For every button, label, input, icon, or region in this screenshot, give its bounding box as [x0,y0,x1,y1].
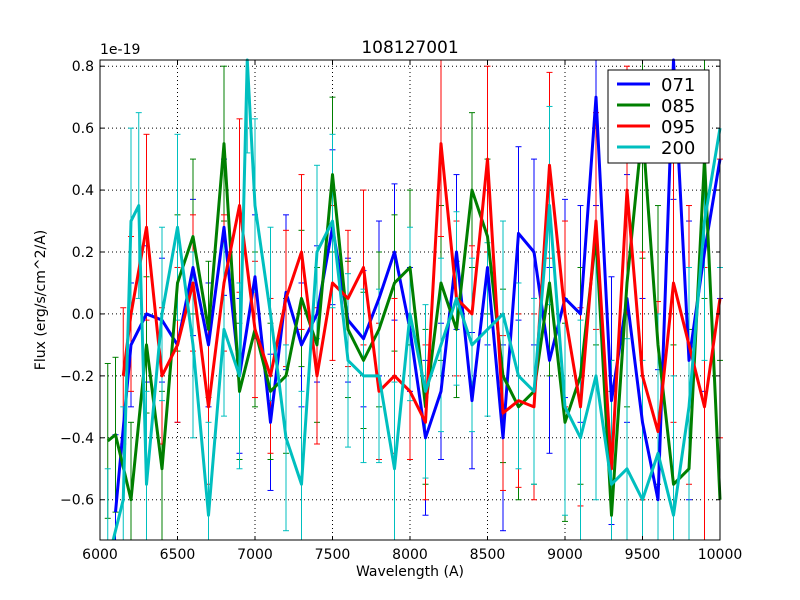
legend-label-071: 071 [661,75,695,96]
x-tick-label: 6000 [82,547,118,563]
y-tick-label: 0.2 [72,245,94,261]
y-offset-label: 1e-19 [100,42,140,58]
y-tick-label: 0.6 [72,121,94,137]
chart-title: 108127001 [361,38,458,58]
y-axis-label: Flux (erg/s/cm^2/A) [33,230,49,370]
series-line-200 [111,58,722,541]
y-tick-label: 0.8 [72,59,94,75]
x-tick-label: 8000 [392,547,428,563]
legend-label-200: 200 [661,138,695,159]
y-tick-label: −0.2 [60,369,94,385]
y-tick-label: −0.6 [60,493,94,509]
x-tick-label: 9500 [625,547,661,563]
x-axis-label: Wavelength (A) [356,564,464,580]
series-line-095 [121,142,722,471]
x-tick-label: 7500 [315,547,351,563]
y-tick-label: −0.4 [60,431,94,447]
y-tick-label: 0.0 [72,307,94,323]
x-tick-label: 9000 [547,547,583,563]
legend-label-095: 095 [661,117,695,138]
x-tick-label: 6500 [160,547,196,563]
series-line-085 [106,126,722,517]
x-tick-label: 10000 [698,547,743,563]
x-tick-label: 7000 [237,547,273,563]
x-tick-label: 8500 [470,547,506,563]
legend-label-085: 085 [661,96,695,117]
y-tick-label: 0.4 [72,183,94,199]
